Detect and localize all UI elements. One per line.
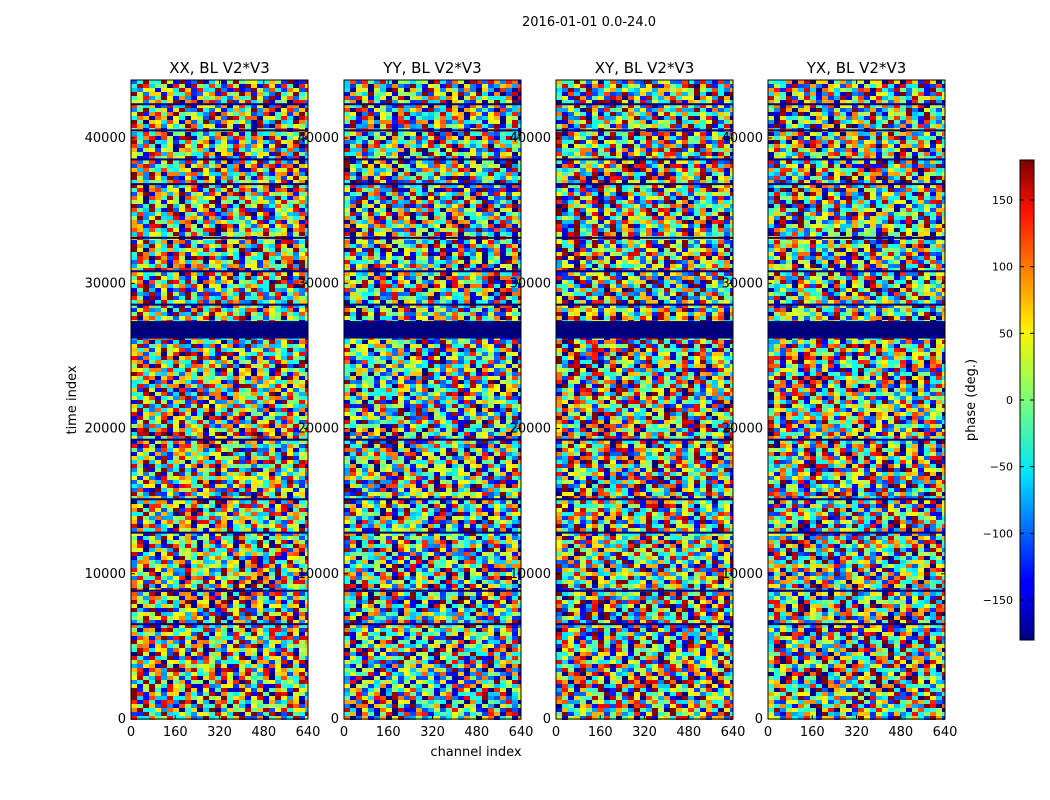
y-tick-label: 40000 (85, 131, 126, 146)
panel-yx-image (768, 80, 945, 720)
panel-xy: XY, BL V2*V3 0 160 320 480 640 0 10000 20000 3000… (510, 59, 746, 740)
colorbar-tick-label: 50 (999, 327, 1013, 340)
y-tick-label: 20000 (510, 422, 551, 437)
colorbar-tick-label: −150 (983, 594, 1013, 607)
y-tick-label: 0 (331, 712, 339, 727)
x-axis-label: channel index (430, 745, 521, 760)
x-tick-label: 0 (340, 725, 348, 740)
panel-yy-image (344, 80, 521, 720)
x-tick-label: 480 (251, 725, 276, 740)
x-tick-label: 480 (464, 725, 489, 740)
x-tick-label: 640 (721, 725, 746, 740)
x-tick-label: 320 (632, 725, 657, 740)
panel-yy: YY, BL V2*V3 0 160 320 480 640 0 10000 20000 3000… (298, 59, 534, 740)
panel-yx: YX, BL V2*V3 0 160 320 480 640 0 10000 20000 3000… (722, 59, 958, 740)
x-tick-label: 640 (933, 725, 958, 740)
y-tick-label: 40000 (510, 131, 551, 146)
heatmap-panels: XX, BL V2*V3 0 160 320 480 640 0 10000 20000 3000… (85, 59, 958, 740)
x-tick-label: 0 (552, 725, 560, 740)
x-tick-label: 640 (296, 725, 321, 740)
x-tick-label: 0 (127, 725, 135, 740)
panel-xx-image (131, 80, 308, 720)
panel-xy-image (556, 80, 733, 720)
y-tick-label: 0 (755, 712, 763, 727)
panel-xx-title: XX, BL V2*V3 (169, 59, 270, 77)
y-tick-label: 30000 (85, 276, 126, 291)
x-tick-label: 160 (800, 725, 825, 740)
y-tick-label: 20000 (722, 422, 763, 437)
y-tick-label: 20000 (85, 422, 126, 437)
y-tick-label: 10000 (298, 567, 339, 582)
x-tick-label: 160 (588, 725, 613, 740)
colorbar-tick-label: 100 (992, 261, 1013, 274)
x-tick-label: 480 (888, 725, 913, 740)
x-tick-label: 160 (163, 725, 188, 740)
y-tick-label: 30000 (298, 276, 339, 291)
figure-suptitle: 2016-01-01 0.0-24.0 (522, 15, 656, 30)
colorbar-tick-label: 0 (1006, 394, 1013, 407)
x-tick-label: 320 (844, 725, 869, 740)
x-tick-label: 0 (764, 725, 772, 740)
y-tick-label: 40000 (298, 131, 339, 146)
y-tick-label: 30000 (510, 276, 551, 291)
y-tick-label: 20000 (298, 422, 339, 437)
y-tick-label: 10000 (510, 567, 551, 582)
x-tick-label: 640 (509, 725, 534, 740)
panel-yy-title: YY, BL V2*V3 (382, 59, 481, 77)
colorbar: phase (deg.) 150 100 50 0 −50 −100 −150 (964, 159, 1035, 641)
colorbar-tick-label: −50 (990, 461, 1013, 474)
y-tick-label: 30000 (722, 276, 763, 291)
y-tick-label: 40000 (722, 131, 763, 146)
colorbar-tick-label: −100 (983, 527, 1013, 540)
y-tick-label: 0 (543, 712, 551, 727)
x-tick-label: 320 (420, 725, 445, 740)
y-axis-label: time index (65, 365, 80, 434)
panel-xx: XX, BL V2*V3 0 160 320 480 640 0 10000 20000 3000… (85, 59, 321, 740)
colorbar-tick-label: 150 (992, 194, 1013, 207)
colorbar-label: phase (deg.) (964, 359, 979, 441)
x-tick-label: 320 (207, 725, 232, 740)
y-tick-label: 10000 (85, 567, 126, 582)
y-tick-label: 0 (118, 712, 126, 727)
x-tick-label: 160 (376, 725, 401, 740)
panel-xy-title: XY, BL V2*V3 (595, 59, 695, 77)
x-tick-label: 480 (676, 725, 701, 740)
y-tick-label: 10000 (722, 567, 763, 582)
panel-yx-title: YX, BL V2*V3 (806, 59, 907, 77)
